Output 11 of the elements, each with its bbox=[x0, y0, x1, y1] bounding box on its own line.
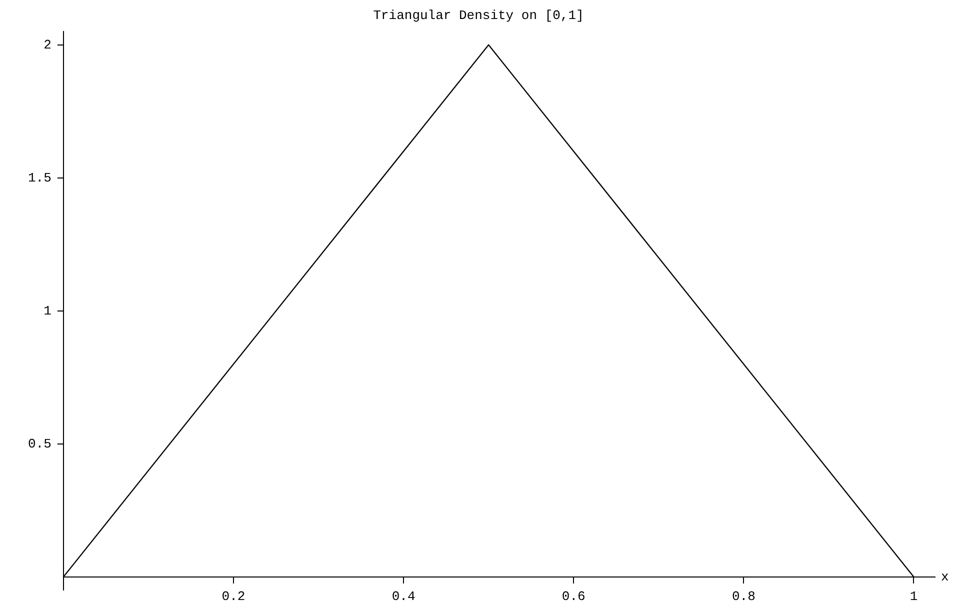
x-tick-label: 0.8 bbox=[732, 589, 756, 604]
x-tick-label: 1 bbox=[910, 589, 918, 604]
x-tick-label: 0.6 bbox=[562, 589, 586, 604]
x-tick-label: 0.2 bbox=[222, 589, 246, 604]
y-tick-label: 2 bbox=[44, 37, 52, 52]
chart-title: Triangular Density on [0,1] bbox=[373, 8, 584, 24]
y-tick-label: 1.5 bbox=[28, 170, 52, 186]
y-tick-label: 0.5 bbox=[28, 436, 52, 452]
x-tick-label: 0.4 bbox=[392, 589, 416, 604]
x-axis-title: x bbox=[941, 569, 949, 584]
y-tick-label: 1 bbox=[44, 303, 52, 318]
